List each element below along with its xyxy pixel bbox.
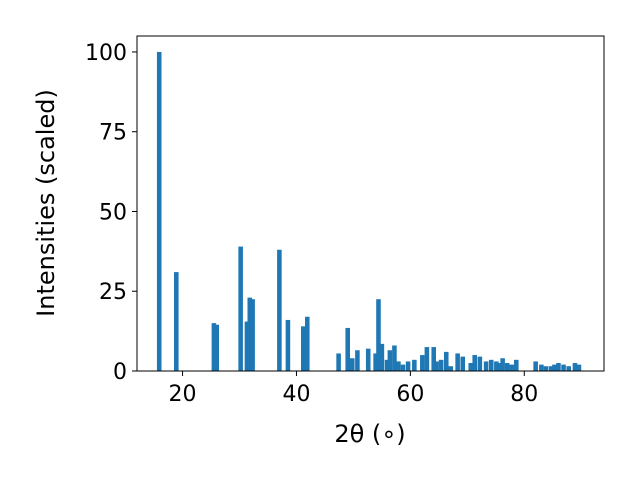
bar	[350, 358, 355, 371]
bar	[424, 347, 430, 371]
bar	[387, 350, 393, 371]
bar	[405, 361, 411, 371]
bar	[460, 356, 466, 371]
bar	[500, 358, 505, 371]
x-tick-label: 20	[169, 382, 197, 407]
bar	[384, 359, 390, 371]
bar	[400, 364, 406, 371]
bar	[431, 347, 436, 371]
bar	[412, 359, 417, 371]
bar	[156, 51, 162, 371]
bar	[494, 361, 499, 371]
bar	[576, 364, 582, 371]
bar	[285, 319, 291, 371]
bar	[396, 361, 401, 371]
bar	[355, 350, 360, 371]
bar	[376, 299, 381, 371]
y-tick-label: 100	[85, 41, 127, 66]
bar	[443, 351, 449, 371]
bar	[543, 366, 549, 371]
bar	[365, 348, 371, 371]
bar	[533, 361, 538, 371]
bar	[539, 364, 544, 371]
bar	[305, 316, 310, 371]
y-tick-label: 25	[99, 280, 127, 305]
bar	[572, 363, 578, 371]
x-tick-label: 60	[396, 382, 424, 407]
x-axis-ticks: 20 40 60 80	[169, 371, 538, 407]
bar	[434, 361, 439, 371]
bar	[552, 364, 557, 371]
bar	[509, 364, 515, 371]
x-axis-label: 2θ (∘)	[334, 420, 405, 448]
plot-frame	[136, 35, 605, 372]
bar	[373, 353, 378, 371]
bar	[488, 359, 494, 371]
bar	[477, 356, 483, 371]
bar	[548, 366, 554, 371]
bar	[174, 272, 179, 371]
bar	[250, 299, 255, 371]
bar	[514, 359, 519, 371]
bar	[336, 353, 341, 371]
x-tick-label: 40	[282, 382, 310, 407]
bar	[244, 321, 250, 371]
bar	[561, 364, 566, 371]
bar	[504, 363, 510, 371]
bar	[238, 246, 243, 371]
y-tick-label: 0	[113, 360, 127, 385]
bar	[566, 366, 571, 371]
bar	[472, 355, 477, 371]
bar	[455, 353, 460, 371]
bar	[247, 297, 253, 371]
y-axis-ticks: 0 25 50 75 100	[85, 41, 137, 385]
y-axis-label: Intensities (scaled)	[32, 89, 60, 317]
bar	[392, 345, 397, 371]
bar	[277, 249, 282, 371]
y-tick-label: 75	[99, 121, 127, 146]
bar	[483, 361, 489, 371]
y-tick-label: 50	[99, 200, 127, 225]
bar	[211, 323, 217, 371]
bar	[420, 355, 425, 371]
bar	[214, 324, 220, 371]
bar	[379, 343, 385, 371]
bar	[438, 359, 444, 371]
bar	[345, 327, 350, 371]
bars-layer	[156, 51, 582, 371]
bar	[556, 363, 561, 371]
bar	[468, 363, 474, 371]
x-tick-label: 80	[510, 382, 538, 407]
bar	[448, 366, 454, 371]
